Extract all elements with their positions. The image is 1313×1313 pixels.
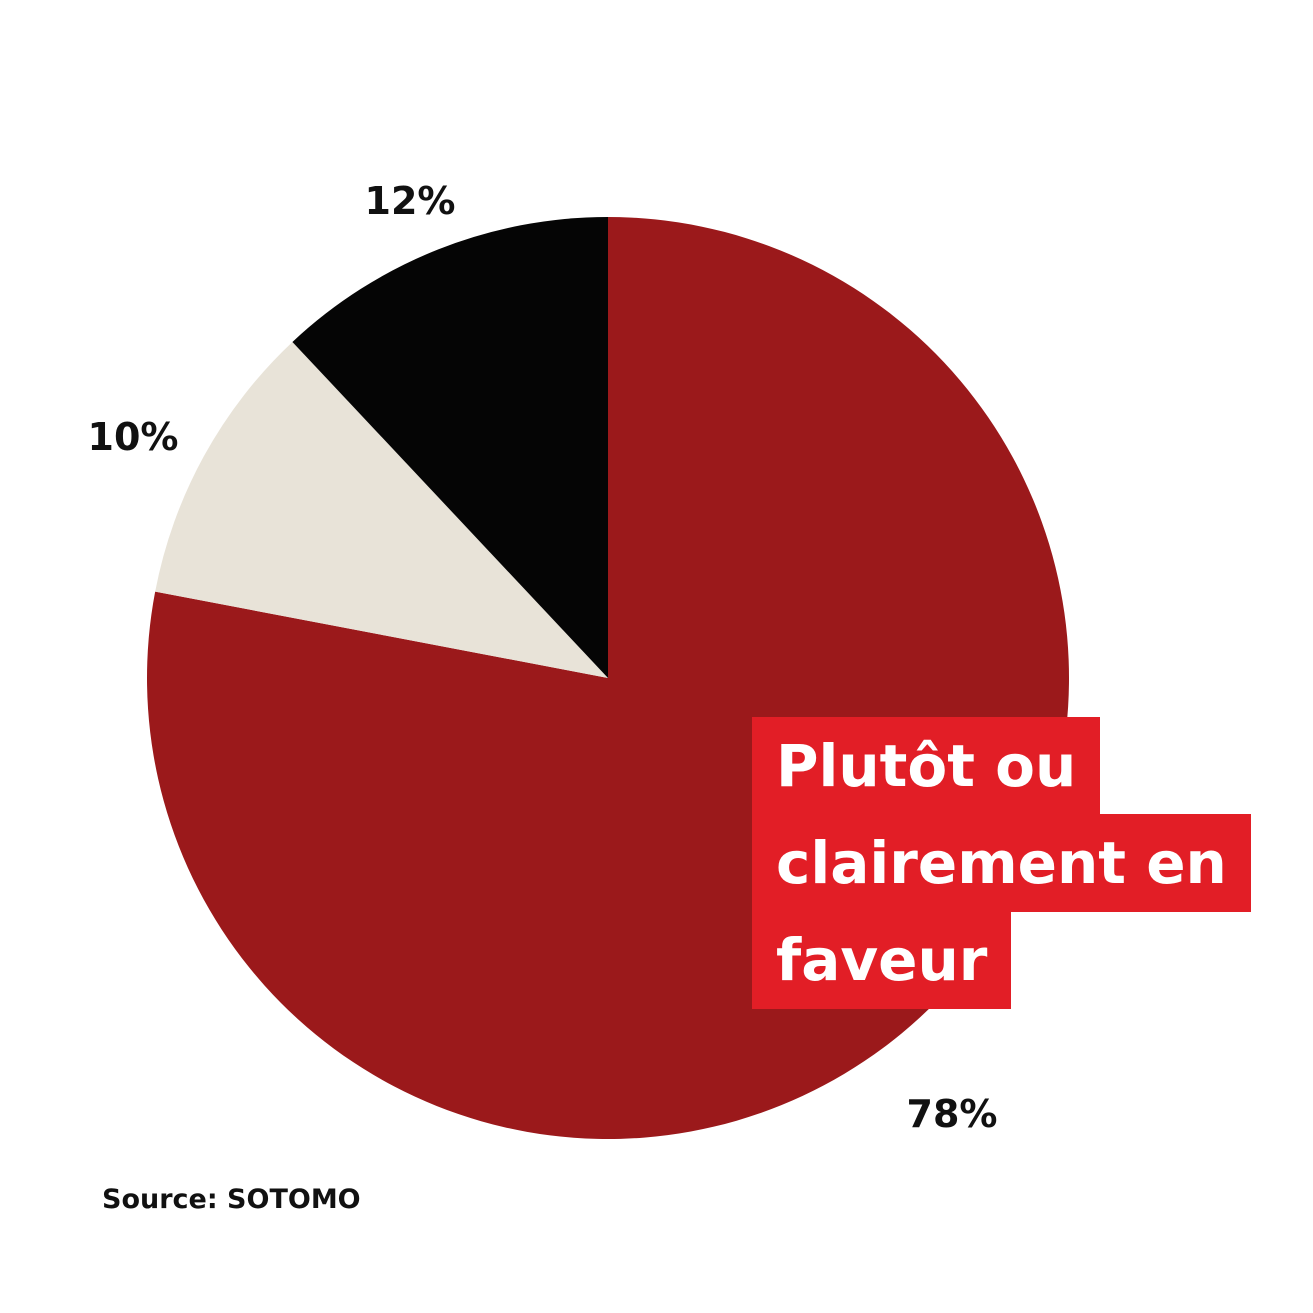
pie-label-12: 12% [365, 179, 456, 223]
pie-slice-12 [292, 217, 608, 678]
pie-label-78: 78% [907, 1092, 998, 1136]
pie-slice-10 [155, 341, 609, 678]
callout-line-3: faveur [752, 911, 1012, 1009]
callout-line-1: Plutôt ou [752, 717, 1101, 815]
pie-label-10: 10% [88, 415, 179, 459]
callout-line-2: clairement en [752, 814, 1251, 912]
source-note: Source: SOTOMO [102, 1184, 361, 1215]
callout-box: Plutôt ou clairement en faveur [752, 717, 1251, 1009]
